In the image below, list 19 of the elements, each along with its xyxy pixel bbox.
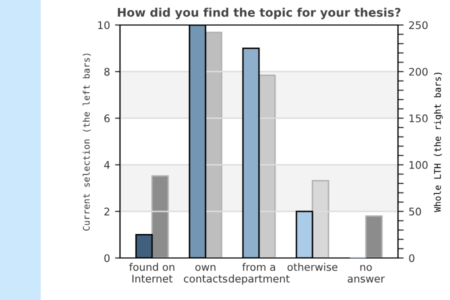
y2-axis-title: Whole LTH (the right bars) — [434, 72, 443, 212]
x-tick-label: no answer — [348, 264, 385, 283]
y2-tick-label: 0 — [409, 254, 414, 262]
y2-tick-label: 100 — [410, 161, 428, 169]
y-tick-label: 8 — [104, 68, 110, 76]
y2-tick-label: 200 — [409, 68, 428, 76]
y-tick-label: 2 — [104, 208, 110, 216]
x-tick-label: otherwise — [288, 262, 338, 271]
y2-tick-label: 250 — [409, 21, 428, 30]
y-axis-title: Current selection (the left bars) — [82, 54, 91, 231]
y2-tick-label: 150 — [410, 114, 428, 122]
chart-title: How did you find the topic for your thesis? — [118, 8, 400, 20]
y-tick-label: 6 — [104, 114, 110, 122]
x-tick-label: found on Internet — [129, 262, 174, 283]
x-tick-label: own contacts — [184, 264, 228, 283]
y-tick-label: 0 — [104, 254, 110, 262]
y2-tick-label: 50 — [409, 208, 421, 216]
y-tick-label: 10 — [98, 21, 110, 30]
y-tick-label: 4 — [104, 161, 110, 169]
